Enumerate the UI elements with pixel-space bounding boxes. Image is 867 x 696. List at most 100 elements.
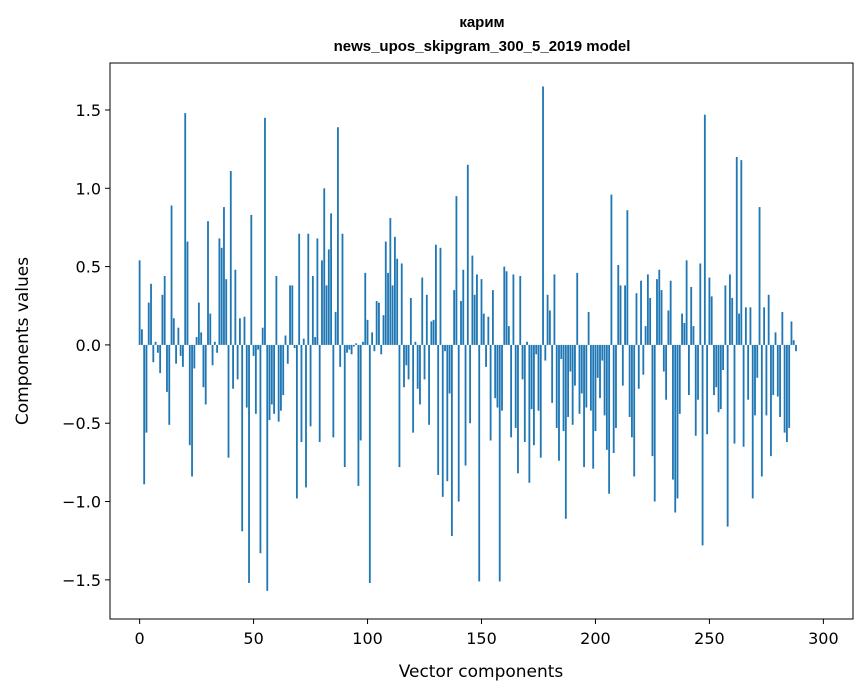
bar-163 bbox=[510, 344, 513, 438]
bar-135 bbox=[446, 344, 449, 482]
bar-164 bbox=[512, 274, 515, 345]
bar-170 bbox=[526, 341, 528, 345]
bar-169 bbox=[523, 344, 526, 443]
bar-132 bbox=[439, 247, 442, 345]
bar-123 bbox=[419, 344, 421, 405]
bar-82 bbox=[325, 285, 328, 345]
bar-150 bbox=[480, 279, 483, 345]
bar-44 bbox=[239, 318, 241, 345]
bar-2 bbox=[143, 344, 146, 485]
x-tick-label-1: 50 bbox=[243, 629, 263, 648]
bar-183 bbox=[555, 344, 558, 428]
bar-225 bbox=[651, 344, 654, 457]
bar-104 bbox=[375, 301, 378, 345]
bar-280 bbox=[776, 344, 779, 397]
bar-40 bbox=[229, 171, 232, 345]
bar-240 bbox=[685, 260, 688, 345]
y-tick-label-3: 0.0 bbox=[76, 336, 101, 355]
bar-158 bbox=[498, 344, 501, 582]
bar-141 bbox=[460, 301, 462, 345]
bar-87 bbox=[337, 127, 339, 345]
bar-190 bbox=[571, 344, 574, 425]
bar-116 bbox=[403, 344, 405, 388]
bar-268 bbox=[749, 307, 752, 345]
y-tick-label-1: −1.0 bbox=[62, 493, 101, 512]
bar-155 bbox=[491, 290, 494, 345]
x-tick-label-2: 100 bbox=[352, 629, 383, 648]
bar-7 bbox=[154, 341, 157, 345]
bar-21 bbox=[186, 241, 189, 345]
bar-200 bbox=[594, 344, 597, 432]
bar-209 bbox=[615, 344, 617, 428]
bar-57 bbox=[268, 344, 271, 421]
bar-265 bbox=[742, 344, 745, 447]
bar-139 bbox=[455, 196, 458, 345]
bar-228 bbox=[658, 269, 661, 345]
bar-283 bbox=[783, 344, 786, 433]
bar-37 bbox=[223, 207, 225, 345]
bar-77 bbox=[314, 337, 317, 345]
bar-282 bbox=[781, 312, 784, 345]
bar-series bbox=[138, 86, 797, 591]
bar-6 bbox=[152, 344, 155, 363]
bar-79 bbox=[318, 344, 321, 443]
bar-114 bbox=[398, 344, 401, 468]
bar-161 bbox=[505, 271, 508, 345]
bar-20 bbox=[184, 113, 187, 345]
bar-24 bbox=[193, 344, 196, 369]
bar-274 bbox=[763, 307, 766, 345]
bar-127 bbox=[428, 344, 430, 425]
bar-17 bbox=[177, 327, 180, 345]
bar-25 bbox=[195, 337, 198, 345]
bar-75 bbox=[309, 344, 312, 427]
bar-111 bbox=[391, 285, 394, 345]
bar-64 bbox=[284, 335, 287, 345]
bar-106 bbox=[380, 344, 383, 355]
bar-201 bbox=[596, 344, 599, 378]
bar-0 bbox=[138, 260, 141, 345]
bar-50 bbox=[252, 344, 255, 356]
bar-218 bbox=[635, 293, 638, 345]
bar-1 bbox=[141, 329, 143, 345]
bar-68 bbox=[293, 344, 296, 349]
bar-39 bbox=[227, 344, 230, 458]
bar-16 bbox=[175, 344, 177, 364]
bar-195 bbox=[583, 344, 585, 468]
bar-236 bbox=[676, 344, 679, 499]
bar-159 bbox=[501, 344, 503, 411]
bar-272 bbox=[758, 207, 761, 345]
bar-193 bbox=[578, 344, 581, 414]
bar-171 bbox=[528, 344, 531, 483]
bar-237 bbox=[678, 344, 681, 414]
bar-63 bbox=[282, 344, 285, 396]
bar-245 bbox=[697, 344, 699, 400]
y-axis-ticks: −1.5 −1.0 −0.5 0.0 0.5 1.0 1.5 bbox=[62, 101, 110, 590]
bar-216 bbox=[631, 344, 633, 438]
bar-59 bbox=[273, 344, 276, 414]
bar-134 bbox=[444, 344, 446, 352]
bar-19 bbox=[182, 344, 184, 367]
bar-247 bbox=[701, 344, 704, 546]
bar-70 bbox=[298, 233, 301, 345]
bar-182 bbox=[553, 274, 556, 345]
bar-90 bbox=[343, 344, 346, 468]
bar-185 bbox=[560, 344, 563, 360]
bar-69 bbox=[295, 344, 298, 499]
bar-255 bbox=[719, 344, 722, 410]
bar-10 bbox=[161, 294, 164, 345]
bar-51 bbox=[254, 344, 257, 414]
bar-221 bbox=[642, 344, 645, 375]
bar-101 bbox=[368, 344, 371, 583]
bar-267 bbox=[747, 344, 750, 400]
bar-238 bbox=[681, 313, 683, 345]
bar-38 bbox=[225, 279, 228, 345]
bar-207 bbox=[610, 194, 613, 345]
bar-138 bbox=[453, 290, 456, 345]
bar-173 bbox=[533, 344, 535, 446]
bar-192 bbox=[576, 272, 579, 345]
bar-56 bbox=[266, 344, 269, 591]
bar-224 bbox=[649, 297, 652, 345]
bar-4 bbox=[147, 302, 150, 345]
y-tick-label-5: 1.0 bbox=[76, 179, 101, 198]
